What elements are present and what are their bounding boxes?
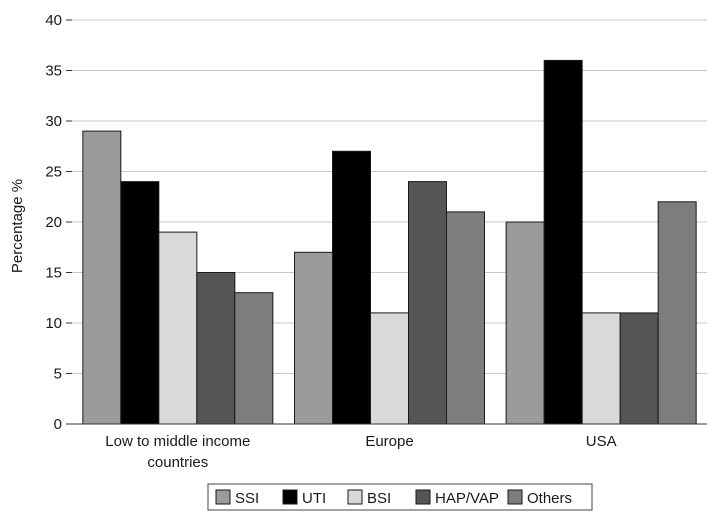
bar-uti-2 <box>543 59 583 425</box>
legend-swatch <box>282 489 298 505</box>
bar-hap-vap-1 <box>408 181 447 425</box>
legend-box <box>207 483 593 511</box>
bar-uti-1 <box>332 150 371 425</box>
legend-swatch <box>507 489 523 505</box>
y-tick-label: 35 <box>45 63 62 80</box>
bar-hap-vap-0 <box>196 272 236 425</box>
legend-label: BSI <box>367 490 391 507</box>
y-tick-label: 5 <box>54 366 62 383</box>
x-axis-categories: Low to middle income countries Europe USA <box>105 433 616 471</box>
x-category-label: Low to middle income <box>105 433 250 450</box>
bar-uti-0 <box>120 181 160 425</box>
x-category-label: Europe <box>365 433 413 450</box>
bars <box>82 59 697 425</box>
legend-swatch <box>415 489 431 505</box>
bar-bsi-1 <box>370 312 409 425</box>
y-tick-label: 20 <box>45 214 62 231</box>
legend-label: Others <box>527 490 572 507</box>
legend-swatch <box>215 489 231 505</box>
y-tick-label: 10 <box>45 315 62 332</box>
bar-ssi-1 <box>294 251 333 425</box>
legend: SSI UTI BSI HAP/VAP Others <box>207 483 593 511</box>
y-axis-ticks: 0 5 10 15 20 25 30 35 40 <box>45 12 72 433</box>
legend-swatch <box>347 489 363 505</box>
bar-ssi-0 <box>82 130 122 425</box>
y-tick-label: 25 <box>45 164 62 181</box>
y-tick-label: 0 <box>54 416 62 433</box>
bar-ssi-2 <box>505 221 545 425</box>
bar-bsi-2 <box>581 312 621 425</box>
x-category-label: USA <box>586 433 617 450</box>
y-tick-label: 30 <box>45 113 62 130</box>
bar-bsi-0 <box>158 231 198 425</box>
bar-hap-vap-2 <box>619 312 659 425</box>
y-tick-label: 40 <box>45 12 62 29</box>
y-axis-label: Percentage % <box>9 179 26 273</box>
legend-label: HAP/VAP <box>435 490 499 507</box>
bar-others-2 <box>657 201 697 425</box>
x-category-label: countries <box>147 454 208 471</box>
y-tick-label: 15 <box>45 265 62 282</box>
bar-others-1 <box>446 211 485 425</box>
bar-others-0 <box>234 292 274 425</box>
legend-label: UTI <box>302 490 326 507</box>
legend-label: SSI <box>235 490 259 507</box>
